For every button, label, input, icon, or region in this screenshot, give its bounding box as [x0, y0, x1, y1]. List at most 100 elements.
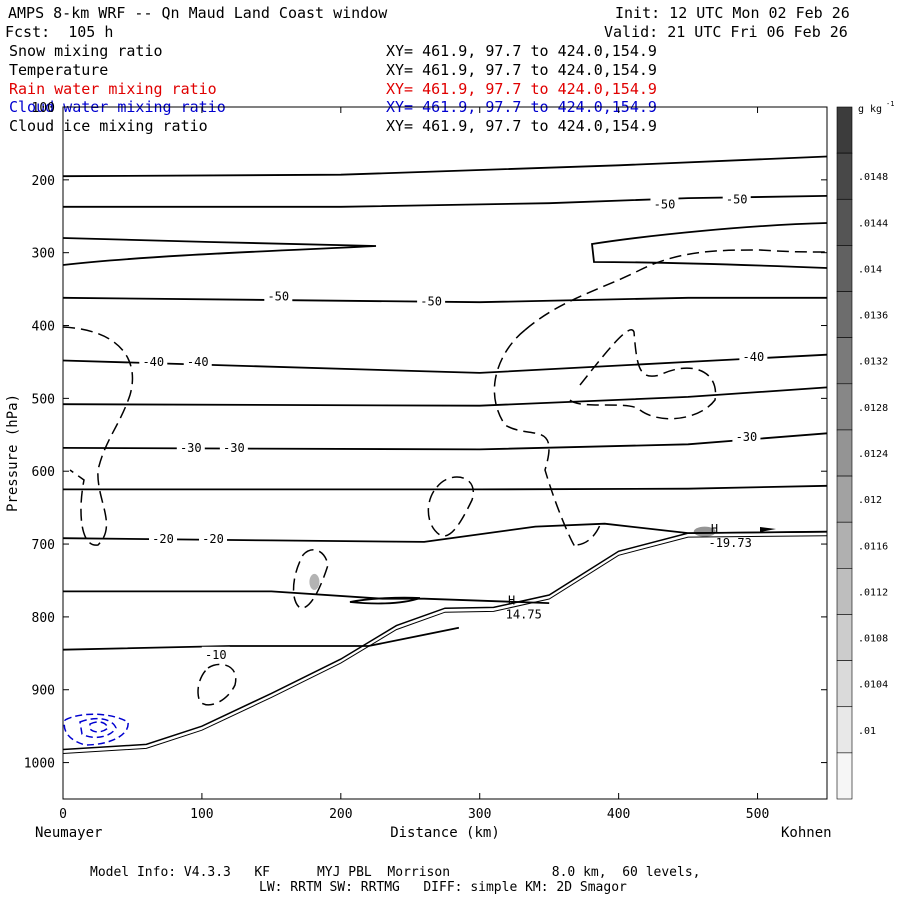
colorbar-swatch [836, 383, 853, 431]
colorbar-tick-label: .0108 [858, 634, 888, 645]
colorbar-swatch [836, 245, 853, 292]
colorbar-swatch [836, 475, 853, 523]
terrain-line-lower [62, 535, 828, 754]
snow-patch [309, 573, 320, 590]
colorbar-swatch [836, 568, 853, 615]
y-axis-label: Pressure (hPa) [5, 394, 21, 512]
contour-label: -40 [187, 355, 209, 369]
valid-time: Valid: 21 UTC Fri 06 Feb 26 [604, 23, 848, 41]
colorbar-tick-label: .0148 [858, 172, 888, 183]
colorbar-swatch [836, 660, 853, 708]
field-xy-cloud-ice: XY= 461.9, 97.7 to 424.0,154.9 [386, 117, 657, 135]
colorbar-tick-label: .012 [858, 495, 882, 506]
isotherm-30 [63, 484, 828, 491]
cloud-water-contour [89, 721, 109, 733]
contour-label-bg [176, 439, 205, 455]
colorbar-swatch [836, 337, 853, 385]
cloud-water-contours-layer [63, 713, 129, 746]
maximum-mark: H [508, 594, 515, 608]
ice-contour [292, 549, 329, 609]
isotherm-50 [63, 195, 828, 208]
contour-label: -50 [654, 198, 676, 212]
x-right-station-label: Kohnen [781, 825, 832, 841]
field-xy-snow: XY= 461.9, 97.7 to 424.0,154.9 [386, 42, 657, 60]
field-name-cloud-ice: Cloud ice mixing ratio [9, 117, 208, 135]
contour-label: -30 [736, 430, 758, 444]
colorbar-tick-label: .014 [858, 264, 882, 275]
maximum-value: 14.75 [506, 608, 542, 622]
ice-contours-layer [62, 249, 828, 706]
contour-label: -20 [202, 532, 224, 546]
init-time: Init: 12 UTC Mon 02 Feb 26 [615, 4, 850, 22]
isotherm-40 [62, 386, 828, 407]
snow-patch [693, 526, 716, 537]
maximum-mark: H [711, 522, 718, 536]
contour-label: -50 [420, 294, 442, 308]
colorbar-tick-label: .0128 [858, 403, 888, 414]
colorbar-swatch [836, 429, 853, 477]
terrain-layer [62, 530, 828, 754]
field-name-snow: Snow mixing ratio [9, 42, 163, 60]
isotherm-loop [349, 596, 421, 605]
x-left-station-label: Neumayer [35, 825, 102, 841]
contour-label: -20 [152, 532, 174, 546]
cloud-water-contour [63, 713, 129, 746]
x-tick-label: 300 [468, 807, 491, 822]
contour-label-bg [201, 646, 230, 662]
y-tick-label: 500 [32, 392, 55, 407]
x-axis-label: Distance (km) [390, 825, 500, 841]
footer-physics-info: LW: RRTM SW: RRTMG DIFF: simple KM: 2D S… [259, 880, 627, 895]
contour-label: -10 [205, 648, 227, 662]
colorbar-swatch [836, 152, 853, 200]
y-tick-label: 200 [32, 174, 55, 189]
contour-label-bg [417, 293, 446, 309]
colorbar-swatch [836, 752, 853, 800]
isotherm-10 [62, 626, 460, 651]
colorbar-tick-label: .0116 [858, 541, 888, 552]
field-xy-rain: XY= 461.9, 97.7 to 424.0,154.9 [386, 80, 657, 98]
field-xy-temperature: XY= 461.9, 97.7 to 424.0,154.9 [386, 61, 657, 79]
contour-labels-layer: -50 -50 -50 -50 -40 -40 -40 -30 -30 -30 -20 -20 -10 H… [139, 191, 768, 662]
ice-contour [493, 329, 601, 548]
contour-label: -30 [180, 441, 202, 455]
colorbar-tick-label: .0136 [858, 311, 888, 322]
colorbar: g kg -1 .0148 .0144 .014 .0136 .0132 .0128 .0124… [836, 100, 894, 800]
contour-label: -40 [142, 355, 164, 369]
plot-frame [62, 106, 828, 800]
field-name-rain: Rain water mixing ratio [9, 80, 217, 98]
y-tick-label: 900 [32, 684, 55, 699]
colorbar-swatch [836, 198, 853, 246]
contour-label: -30 [223, 441, 245, 455]
cloud-water-contour [79, 717, 117, 739]
colorbar-tick-label: .0132 [858, 357, 888, 368]
axes-layer: 100 200 300 400 500 600 700 800 900 1000 0 100 200 30… [5, 101, 832, 841]
contour-label-bg [219, 439, 248, 455]
isotherm-20 [63, 590, 550, 604]
y-tick-label: 1000 [24, 757, 55, 772]
colorbar-swatch [836, 106, 853, 154]
colorbar-tick-label: .0144 [858, 218, 888, 229]
colorbar-swatch [836, 614, 853, 661]
field-name-temperature: Temperature [9, 61, 109, 79]
ice-contour [569, 329, 717, 420]
contour-label-bg [732, 428, 761, 444]
isotherm-loop [62, 237, 377, 266]
contour-label: -40 [743, 350, 765, 364]
y-tick-label: 100 [32, 101, 55, 116]
contour-label-bg [183, 353, 212, 369]
x-tick-label: 200 [329, 807, 352, 822]
colorbar-tick-label: .0112 [858, 587, 888, 598]
y-tick-label: 700 [32, 538, 55, 553]
contour-label-bg [264, 288, 293, 304]
x-tick-label: 400 [607, 807, 630, 822]
x-tick-label: 500 [746, 807, 769, 822]
snow-shading-layer [309, 526, 776, 590]
colorbar-swatch [836, 291, 853, 338]
isotherm-60 [62, 155, 828, 178]
contour-label-bg [650, 196, 679, 212]
contour-label-bg [139, 353, 168, 369]
maximum-value: -19.73 [708, 536, 751, 550]
contour-label-bg [149, 530, 178, 546]
